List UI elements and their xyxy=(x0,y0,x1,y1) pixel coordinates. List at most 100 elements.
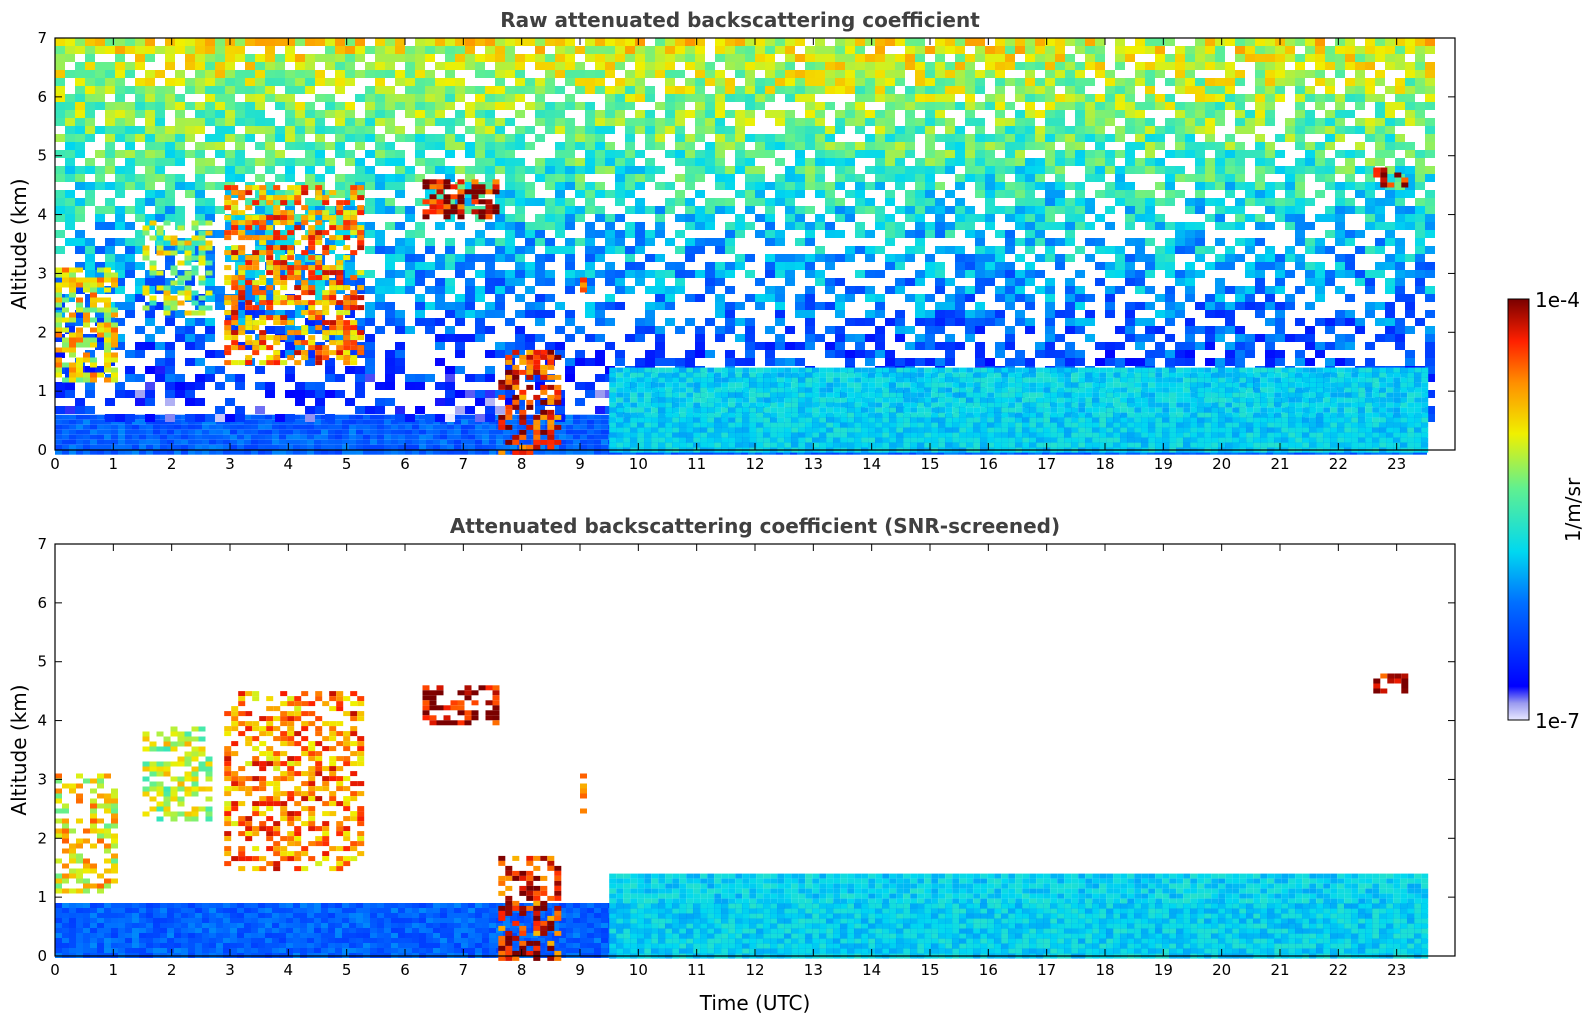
heatmap-cell xyxy=(587,414,594,420)
heatmap-cell xyxy=(265,86,275,94)
heatmap-cell xyxy=(925,94,935,102)
heatmap-cell xyxy=(585,302,595,310)
heatmap-cell xyxy=(205,70,215,78)
heatmap-cell xyxy=(365,206,375,214)
heatmap-cell xyxy=(535,54,545,62)
heatmap-cell xyxy=(905,62,915,70)
heatmap-cell xyxy=(255,246,265,254)
heatmap-cell xyxy=(535,198,545,206)
heatmap-cell xyxy=(1035,286,1045,294)
heatmap-cell xyxy=(765,286,775,294)
heatmap-cell xyxy=(755,46,765,54)
heatmap-cell xyxy=(135,158,145,166)
heatmap-cell xyxy=(615,302,625,310)
heatmap-cell xyxy=(655,118,665,126)
heatmap-cell xyxy=(75,262,85,270)
heatmap-cell xyxy=(475,429,482,435)
heatmap-cell xyxy=(645,254,655,262)
heatmap-cell xyxy=(675,110,685,118)
heatmap-cell xyxy=(174,449,181,455)
heatmap-cell xyxy=(625,126,635,134)
heatmap-cell xyxy=(275,238,285,246)
heatmap-cell xyxy=(305,406,315,414)
heatmap-cell xyxy=(55,54,65,62)
heatmap-cell xyxy=(55,38,65,46)
heatmap-cell xyxy=(1115,78,1125,86)
heatmap-cell xyxy=(595,126,605,134)
heatmap-cell xyxy=(775,198,785,206)
heatmap-cell xyxy=(685,150,695,158)
heatmap-cell xyxy=(215,142,225,150)
heatmap-cell xyxy=(235,38,245,46)
heatmap-cell xyxy=(225,174,235,182)
heatmap-cell xyxy=(795,78,805,86)
heatmap-cell xyxy=(503,449,510,455)
heatmap-cell xyxy=(425,86,435,94)
heatmap-cell xyxy=(635,110,645,118)
heatmap-cell xyxy=(363,449,370,455)
heatmap-cell xyxy=(205,414,215,422)
heatmap-cell xyxy=(855,182,865,190)
heatmap-cell xyxy=(975,238,985,246)
heatmap-cell xyxy=(95,126,105,134)
heatmap-cell xyxy=(825,286,835,294)
heatmap-cell xyxy=(245,54,255,62)
heatmap-cell xyxy=(524,439,531,445)
heatmap-cell xyxy=(205,198,215,206)
heatmap-cell xyxy=(695,166,705,174)
heatmap-cell xyxy=(485,254,495,262)
heatmap-cell xyxy=(595,358,605,366)
heatmap-cell xyxy=(1025,126,1035,134)
heatmap-cell xyxy=(1065,198,1075,206)
heatmap-cell xyxy=(1075,46,1085,54)
heatmap-cell xyxy=(515,206,525,214)
heatmap-cell xyxy=(155,342,165,350)
heatmap-cell xyxy=(335,238,345,246)
heatmap-cell xyxy=(605,70,615,78)
heatmap-cell xyxy=(615,150,625,158)
heatmap-cell xyxy=(615,246,625,254)
heatmap-cell xyxy=(510,429,517,435)
heatmap-cell xyxy=(265,46,275,54)
heatmap-cell xyxy=(391,419,398,425)
heatmap-cell xyxy=(85,94,95,102)
heatmap-cell xyxy=(735,94,745,102)
heatmap-cell xyxy=(115,174,125,182)
heatmap-cell xyxy=(655,142,665,150)
heatmap-cell xyxy=(695,134,705,142)
heatmap-cell xyxy=(105,238,115,246)
heatmap-cell xyxy=(244,444,251,450)
heatmap-cell xyxy=(705,278,715,286)
heatmap-cell xyxy=(321,434,328,440)
heatmap-cell xyxy=(925,70,935,78)
heatmap-cell xyxy=(445,374,455,382)
heatmap-cell xyxy=(615,358,625,366)
heatmap-cell xyxy=(165,86,175,94)
heatmap-cell xyxy=(685,174,695,182)
heatmap-cell xyxy=(905,294,915,302)
heatmap-cell xyxy=(785,214,795,222)
heatmap-cell xyxy=(975,126,985,134)
heatmap-cell xyxy=(495,342,505,350)
heatmap-cell xyxy=(395,206,405,214)
heatmap-cell xyxy=(363,429,370,435)
heatmap-cell xyxy=(405,246,415,254)
heatmap-cell xyxy=(105,198,115,206)
heatmap-cell xyxy=(755,230,765,238)
heatmap-cell xyxy=(237,444,244,450)
heatmap-cell xyxy=(1045,70,1055,78)
heatmap-cell xyxy=(835,150,845,158)
heatmap-cell xyxy=(475,158,485,166)
heatmap-cell xyxy=(75,182,85,190)
heatmap-cell xyxy=(895,166,905,174)
heatmap-cell xyxy=(1055,262,1065,270)
heatmap-cell xyxy=(595,86,605,94)
heatmap-cell xyxy=(395,174,405,182)
heatmap-cell xyxy=(245,126,255,134)
heatmap-cell xyxy=(555,166,565,174)
heatmap-cell xyxy=(535,230,545,238)
heatmap-cell xyxy=(315,94,325,102)
heatmap-cell xyxy=(985,254,995,262)
heatmap-cell xyxy=(395,102,405,110)
heatmap-cell xyxy=(505,254,515,262)
